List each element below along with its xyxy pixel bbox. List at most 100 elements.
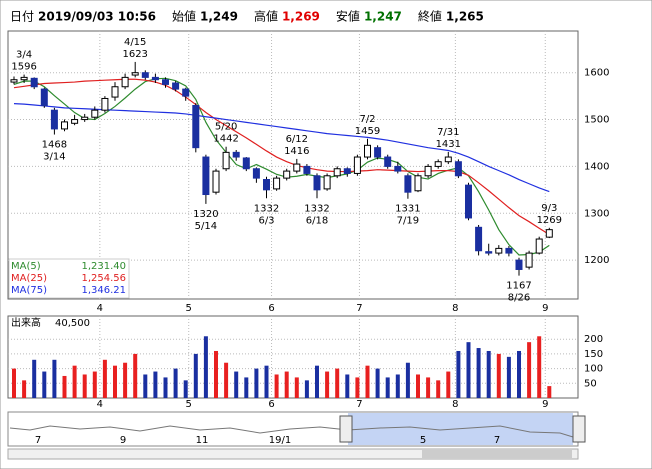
volume-bar	[214, 350, 218, 398]
header: 日付 2019/09/03 10:56 始値 1,249 高値 1,269 安値 1,247 終…	[10, 9, 484, 24]
y-tick-label: 100	[584, 364, 603, 375]
candle-body	[424, 165, 432, 177]
candle-body	[505, 247, 513, 254]
volume-bar	[153, 371, 158, 398]
candle-body	[182, 88, 190, 97]
annotation-date: 7/2	[359, 114, 375, 125]
scrollbar[interactable]	[7, 448, 579, 460]
candle-body	[61, 121, 68, 130]
volume-bar	[294, 377, 299, 398]
volume-bar	[274, 374, 279, 398]
volume-bar	[365, 365, 370, 398]
candle-body	[273, 177, 281, 190]
y-tick-label: 1300	[584, 208, 609, 219]
x-tick-label: 8	[452, 399, 458, 410]
annotation-price: 1269	[537, 215, 562, 226]
candle-body	[252, 168, 260, 179]
volume-bar	[224, 362, 229, 398]
navigator-handle-right[interactable]	[572, 415, 586, 443]
candle-body	[364, 144, 371, 158]
navigator-handle-left[interactable]	[339, 415, 353, 443]
candle-body	[121, 76, 129, 88]
volume-bar	[12, 368, 16, 398]
candle-body	[81, 116, 89, 121]
candle-body	[212, 170, 220, 193]
candle-body	[172, 82, 180, 90]
legend-value: 1,231.40	[81, 261, 126, 272]
volume-bar	[537, 336, 542, 398]
volume-bar	[456, 350, 461, 398]
annotation-date: 4/15	[124, 37, 146, 48]
y-tick-label: 150	[584, 349, 603, 360]
annotation-price: 1320	[193, 209, 218, 220]
candle-body	[454, 161, 462, 177]
volume-bar	[405, 362, 410, 398]
annotation-price: 1442	[213, 134, 238, 145]
annotation-price: 1332	[254, 203, 279, 214]
navigator: 7 9 11 19/1 5 7	[7, 411, 586, 460]
volume-bar	[517, 350, 521, 398]
volume-bar	[284, 371, 289, 398]
x-tick-label: 9	[542, 303, 548, 314]
x-tick-label: 4	[97, 303, 103, 314]
header-label: 始値	[172, 9, 196, 24]
candle-body	[374, 147, 382, 158]
candle-body	[434, 161, 442, 167]
candle-body	[71, 119, 79, 124]
volume-bar	[304, 380, 309, 398]
volume-bar	[52, 359, 57, 398]
candle-body	[263, 179, 270, 191]
legend-name: MA(25)	[11, 273, 47, 284]
annotation-price: 1331	[395, 204, 420, 215]
candle-body	[323, 175, 331, 190]
header-label: 安値	[336, 9, 360, 24]
candle-body	[525, 252, 533, 268]
volume-bar	[183, 380, 188, 398]
candle-body	[485, 251, 493, 254]
annotation-date: 7/31	[437, 127, 459, 138]
volume-bar	[234, 371, 239, 398]
annotation-price: 1459	[355, 126, 380, 137]
volume-bar	[426, 377, 431, 398]
annotation-price: 1596	[11, 62, 36, 73]
volume-bar	[163, 377, 168, 398]
y-tick-label: 1500	[584, 115, 609, 126]
navigator-label: 19/1	[269, 435, 291, 446]
header-value: 1,269	[282, 10, 320, 24]
candle-body	[40, 88, 48, 106]
candle-body	[242, 157, 250, 170]
price-panel	[7, 30, 579, 300]
x-tick-label: 6	[268, 399, 274, 410]
volume-bar	[143, 374, 148, 398]
volume-bar	[254, 368, 259, 398]
candle-body	[141, 72, 149, 78]
x-tick-label: 7	[356, 399, 362, 410]
header-value: 1,265	[446, 10, 484, 24]
scrollbar-thumb[interactable]	[422, 450, 572, 458]
y-tick-label: 1200	[584, 255, 609, 266]
volume-bar	[102, 359, 107, 398]
candle-body	[404, 175, 412, 193]
volume-bar	[496, 353, 501, 398]
annotation-price: 1416	[284, 146, 309, 157]
volume-bar	[193, 353, 198, 398]
navigator-label: 11	[196, 435, 209, 446]
volume-bar	[62, 375, 67, 398]
volume-bar	[527, 342, 532, 398]
candle-body	[353, 156, 361, 174]
volume-bar	[113, 365, 117, 398]
annotation-date: 6/12	[286, 134, 308, 145]
candle-body	[20, 76, 28, 81]
annotation-date: 5/20	[215, 122, 237, 133]
legend-name: MA(75)	[11, 285, 47, 296]
header-value: 1,249	[200, 10, 238, 24]
legend-name: MA(5)	[11, 261, 41, 272]
candle-body	[232, 151, 240, 158]
volume-bar	[42, 371, 47, 398]
y-tick-label: 50	[584, 378, 597, 389]
header-label: 終値	[418, 9, 442, 24]
volume-bar	[446, 371, 451, 398]
candle-body	[465, 184, 472, 219]
volume-bar	[345, 374, 350, 398]
navigator-label: 9	[120, 435, 126, 446]
